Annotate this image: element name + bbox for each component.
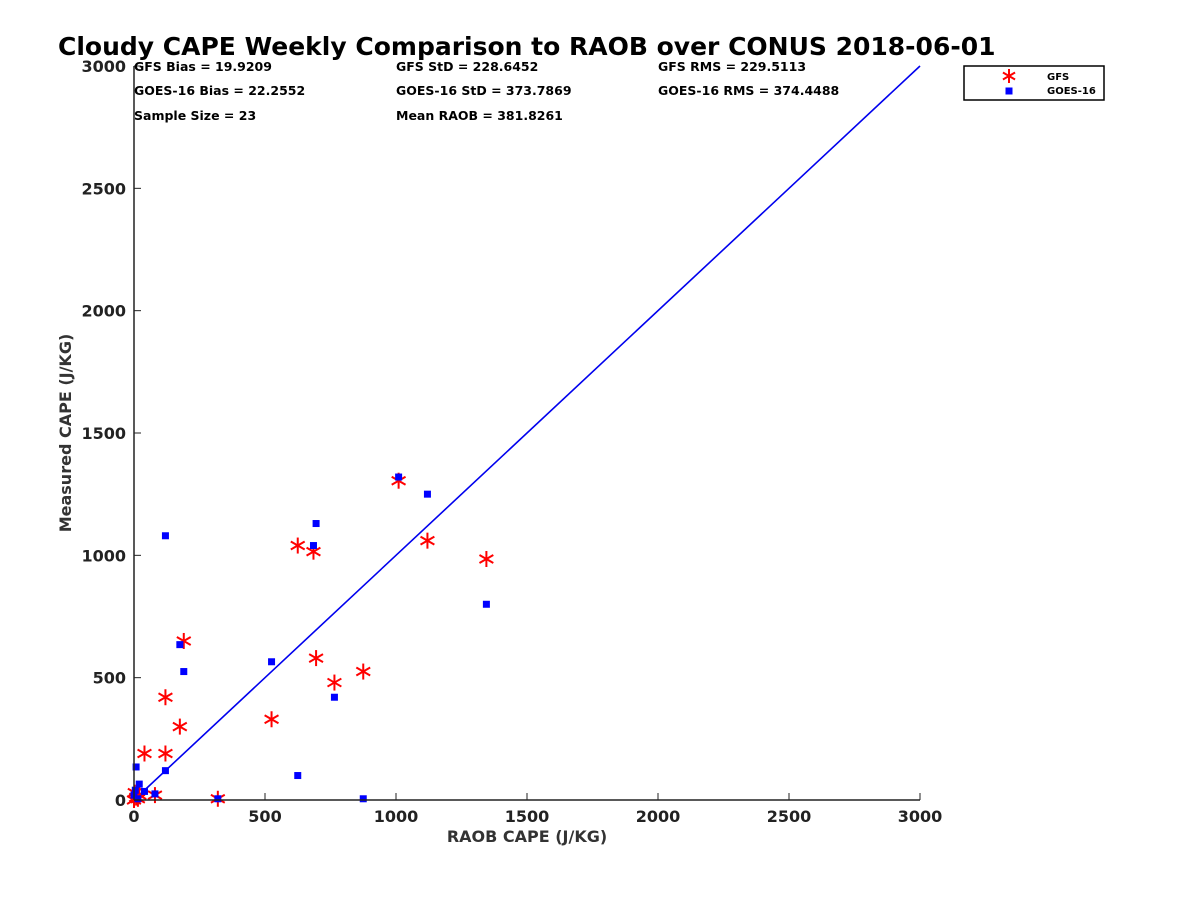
goes-rms-text: GOES-16 RMS = 374.4488 [658,83,839,98]
legend-gfs-asterisk-icon [1002,69,1016,83]
gfs-point [158,689,173,706]
one-to-one-line [133,65,921,801]
gfs-bias-text: GFS Bias = 19.9209 [134,59,272,74]
gfs-point [290,537,306,554]
goes-point [309,542,317,550]
y-axis-label: Measured CAPE (J/KG) [56,334,75,533]
y-tick-label: 3000 [81,57,126,76]
goes-point [151,790,159,798]
goes-point [423,490,431,498]
legend-goes-square-icon [1005,87,1013,95]
legend-box [963,65,1105,101]
gfs-point [327,674,342,691]
gfs-point [308,650,324,667]
mean-raob-text: Mean RAOB = 381.8261 [396,108,563,123]
goes-point [132,763,140,771]
goes-point [330,693,338,701]
goes-point [131,786,139,794]
gfs-std-text: GFS StD = 228.6452 [396,59,538,74]
x-tick-label: 1000 [374,807,419,826]
legend-gfs-asterisk [1002,69,1016,83]
goes-point [312,520,320,528]
gfs-point [172,718,188,735]
x-tick-group: 0 500 1000 1500 2000 2500 3000 [128,793,942,826]
goes-point [176,641,184,649]
gfs-point [478,551,494,568]
x-axis-label: RAOB CAPE (J/KG) [447,827,607,846]
goes-point [134,795,142,803]
y-tick-label: 2500 [81,179,126,198]
legend-goes-label: GOES-16 [1047,86,1096,97]
y-tick-label: 2000 [81,302,126,321]
goes-point [395,473,403,481]
y-tick-label: 1500 [81,424,126,443]
y-tick-label: 500 [93,669,126,688]
legend: GFS GOES-16 [963,65,1105,101]
goes-point [214,795,222,803]
y-tick-group: 0 500 1000 1500 2000 2500 3000 [81,57,141,810]
goes-point [294,772,302,780]
y-tick-label: 0 [115,791,126,810]
x-tick-label: 2500 [767,807,812,826]
goes-point [135,780,143,788]
plot-area [126,65,921,808]
x-tick-label: 0 [128,807,139,826]
x-tick-label: 2000 [636,807,681,826]
gfs-point [264,711,279,728]
y-tick-label: 1000 [81,546,126,565]
goes-point [268,658,276,666]
gfs-point [158,745,173,762]
goes-std-text: GOES-16 StD = 373.7869 [396,83,572,98]
gfs-point [420,532,435,549]
legend-gfs-label: GFS [1047,72,1069,83]
gfs-rms-text: GFS RMS = 229.5113 [658,59,806,74]
sample-size-text: Sample Size = 23 [134,108,256,123]
gfs-point [355,663,371,680]
x-tick-label: 1500 [505,807,550,826]
gfs-point [137,745,152,762]
goes-point [180,668,188,676]
goes-point [161,767,169,775]
goes-point [359,795,367,803]
goes-point [161,532,169,540]
x-tick-label: 3000 [898,807,943,826]
goes-point [140,787,148,795]
x-tick-label: 500 [248,807,281,826]
legend-goes-square [1005,87,1013,95]
goes-point [482,600,490,608]
goes-bias-text: GOES-16 Bias = 22.2552 [134,83,305,98]
chart-title: Cloudy CAPE Weekly Comparison to RAOB ov… [58,32,996,61]
